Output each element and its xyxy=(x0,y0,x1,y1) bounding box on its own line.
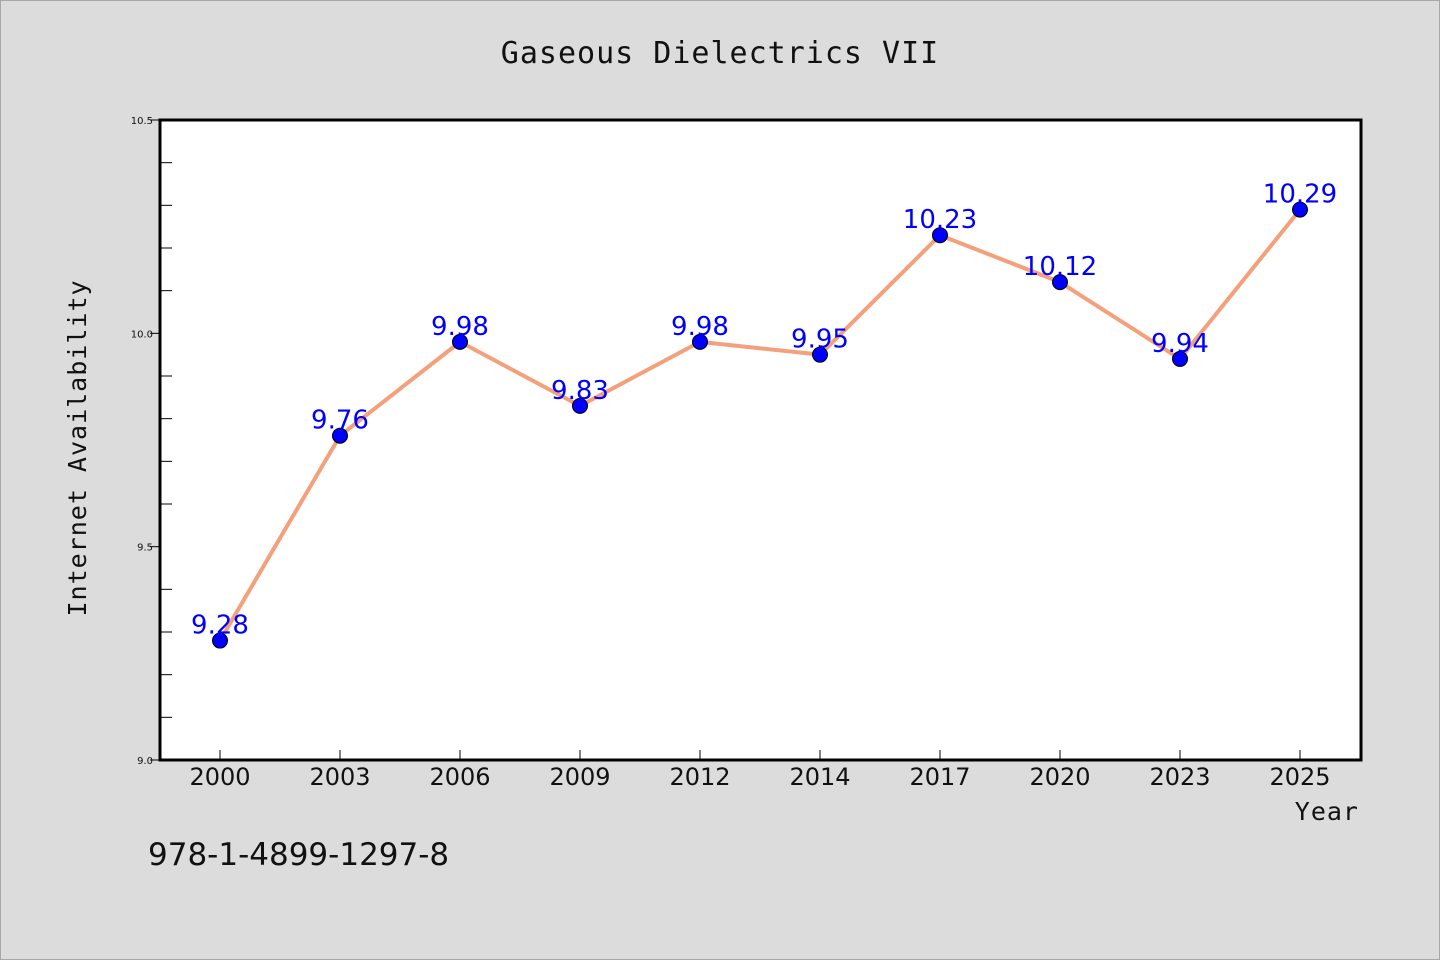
plot-frame xyxy=(158,118,1363,762)
x-tick-label: 2025 xyxy=(1269,763,1330,791)
plot-area xyxy=(160,120,1361,760)
minor-ticks xyxy=(160,162,172,718)
y-axis-label: Internet Availability xyxy=(63,279,92,616)
x-tick-label: 2003 xyxy=(309,763,370,791)
chart-title: Gaseous Dielectrics VII xyxy=(501,36,939,71)
x-tick-label: 2020 xyxy=(1029,763,1090,791)
data-label: 9.76 xyxy=(311,406,369,436)
series-line xyxy=(218,208,1302,642)
data-point xyxy=(1172,350,1188,367)
data-markers xyxy=(212,201,1308,649)
x-tick-label: 2000 xyxy=(189,763,250,791)
x-tick-labels: 2000 2003 2006 2009 2012 2014 2017 2020 2023 2025 xyxy=(189,763,1330,791)
data-point xyxy=(932,227,948,244)
y-tick-labels: 9.0 9.5 10.0 10.5 xyxy=(131,116,153,767)
data-point xyxy=(572,397,588,414)
x-tick-label: 2023 xyxy=(1149,763,1210,791)
x-tick-label: 2017 xyxy=(909,763,970,791)
x-tick-label: 2012 xyxy=(669,763,730,791)
data-point xyxy=(1052,274,1068,291)
y-tick-label: 9.0 xyxy=(137,756,153,767)
x-tick-label: 2009 xyxy=(549,763,610,791)
x-tick-label: 2014 xyxy=(789,763,850,791)
data-label: 9.28 xyxy=(191,611,249,641)
y-tick-label: 10.5 xyxy=(131,116,153,127)
data-label: 9.98 xyxy=(431,312,489,342)
y-tick-label: 10.0 xyxy=(131,329,153,340)
data-label: 10.12 xyxy=(1023,252,1097,282)
data-label: 9.98 xyxy=(671,312,729,342)
data-label: 10.29 xyxy=(1263,180,1337,210)
data-point xyxy=(332,427,348,444)
data-point xyxy=(452,333,468,350)
x-tick-label: 2006 xyxy=(429,763,490,791)
isbn-text: 978-1-4899-1297-8 xyxy=(148,837,449,873)
data-point xyxy=(692,333,708,350)
data-label: 9.95 xyxy=(791,325,849,355)
data-point xyxy=(812,346,828,363)
data-labels: 9.28 9.76 9.98 9.83 9.98 9.95 10.23 10.12 9.94 10… xyxy=(191,180,1337,641)
data-label: 10.23 xyxy=(903,205,977,235)
x-axis-label: Year xyxy=(1295,797,1359,826)
major-ticks xyxy=(150,119,1301,761)
data-point xyxy=(1292,201,1308,218)
data-label: 9.83 xyxy=(551,376,609,406)
data-label: 9.94 xyxy=(1151,329,1209,359)
data-point xyxy=(212,632,228,649)
y-tick-label: 9.5 xyxy=(137,543,153,554)
